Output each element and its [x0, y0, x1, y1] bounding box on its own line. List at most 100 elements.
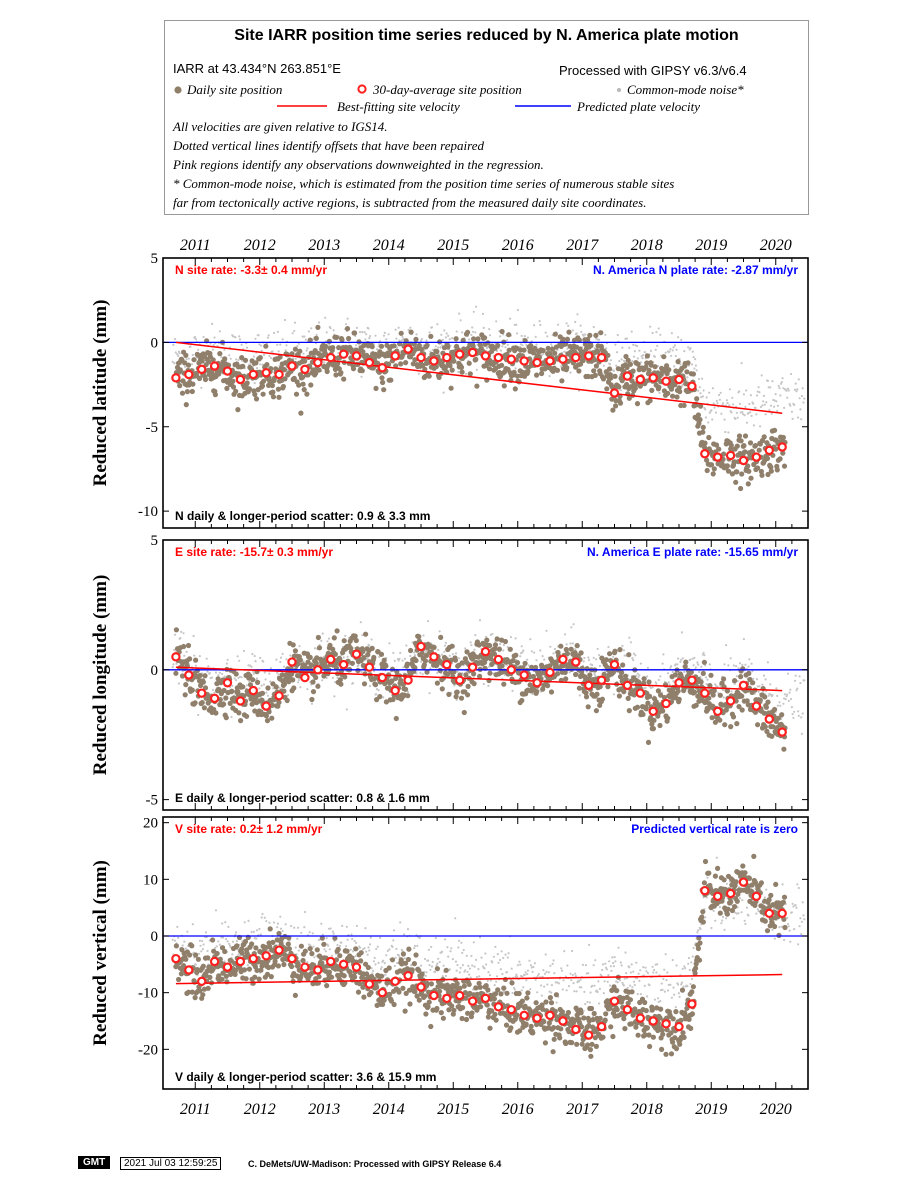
common-mode-point: [571, 329, 574, 332]
daily-position-point: [716, 446, 722, 452]
daily-position-point: [617, 647, 623, 653]
common-mode-point: [469, 641, 472, 644]
daily-position-point: [398, 330, 404, 336]
daily-position-point: [190, 381, 196, 387]
common-mode-point: [531, 692, 534, 696]
daily-position-point: [276, 394, 282, 400]
common-mode-point: [201, 948, 204, 951]
common-mode-point: [755, 413, 758, 416]
daily-position-point: [378, 651, 385, 657]
common-mode-point: [265, 920, 268, 923]
common-mode-point: [761, 683, 764, 686]
avg-position-point: [261, 368, 271, 378]
common-mode-point: [636, 977, 639, 980]
common-mode-point: [229, 357, 232, 360]
common-mode-point: [310, 702, 314, 705]
daily-position-point: [578, 650, 584, 656]
common-mode-point: [245, 684, 249, 687]
daily-position-point: [438, 634, 444, 641]
common-mode-point: [750, 414, 753, 417]
daily-position-point: [733, 479, 739, 485]
daily-position-point: [182, 360, 188, 366]
common-mode-point: [643, 351, 646, 354]
common-mode-point: [799, 917, 802, 920]
common-mode-point: [473, 965, 476, 968]
daily-position-point: [475, 336, 481, 342]
daily-position-point: [346, 335, 352, 342]
daily-position-point: [585, 373, 591, 380]
common-mode-point: [742, 638, 746, 641]
common-mode-point: [332, 932, 335, 935]
avg-position-point: [622, 371, 633, 381]
common-mode-point: [773, 937, 776, 940]
avg-position-point: [700, 449, 710, 459]
common-mode-point: [802, 914, 805, 917]
common-mode-point: [779, 394, 782, 397]
daily-position-point: [710, 471, 716, 477]
common-mode-point: [197, 348, 200, 351]
common-mode-point: [662, 653, 665, 656]
common-mode-point: [201, 939, 204, 943]
daily-position-point: [499, 663, 505, 669]
common-mode-point: [670, 996, 674, 999]
common-mode-point: [541, 655, 544, 658]
common-mode-point: [458, 939, 461, 942]
common-mode-point: [296, 345, 299, 348]
best-fit-legend-line: [277, 105, 327, 107]
daily-position-point: [777, 456, 783, 462]
common-mode-point: [790, 706, 794, 709]
common-mode-point: [448, 654, 451, 657]
common-mode-point: [540, 994, 544, 997]
common-mode-point: [769, 683, 772, 686]
common-mode-point: [600, 974, 603, 978]
avg-position-point: [751, 701, 762, 711]
daily-position-point: [744, 698, 750, 704]
common-mode-point: [677, 336, 680, 339]
avg-position-point: [648, 373, 658, 383]
common-mode-point: [485, 963, 488, 966]
avg-position-point: [609, 388, 620, 398]
daily-position-point: [453, 336, 459, 342]
common-mode-point: [171, 360, 174, 363]
daily-position-point: [341, 638, 347, 644]
common-mode-point: [613, 956, 616, 959]
avg-position-point: [313, 665, 323, 675]
common-mode-point: [727, 431, 730, 434]
common-mode-point: [715, 856, 718, 859]
common-mode-point: [375, 693, 378, 696]
common-mode-point: [456, 963, 459, 967]
daily-position-point: [324, 368, 330, 375]
common-mode-point: [231, 953, 234, 956]
daily-position-point: [189, 687, 195, 693]
common-mode-point: [346, 938, 349, 941]
common-mode-point: [762, 394, 766, 397]
common-mode-point: [290, 924, 293, 928]
daily-position-point: [593, 363, 600, 369]
daily-position-point: [337, 656, 343, 662]
common-mode-point: [801, 387, 804, 390]
common-mode-point: [723, 928, 726, 931]
common-mode-point: [686, 985, 689, 988]
common-mode-point: [488, 974, 492, 977]
daily-position-point: [269, 382, 275, 389]
common-mode-point: [249, 664, 252, 667]
common-mode-point: [669, 983, 672, 986]
common-mode-point: [233, 677, 236, 680]
common-mode-point: [636, 357, 639, 360]
common-mode-point: [297, 926, 300, 929]
common-mode-point: [648, 984, 651, 987]
common-mode-point: [217, 674, 220, 677]
common-mode-point: [178, 352, 181, 355]
daily-position-point: [626, 395, 632, 401]
common-mode-point: [173, 362, 176, 365]
daily-position-point: [360, 349, 366, 355]
daily-position-point: [185, 642, 192, 649]
common-mode-point: [642, 354, 645, 357]
common-mode-point: [505, 339, 509, 342]
common-mode-point: [778, 701, 781, 704]
common-mode-point: [667, 681, 670, 684]
common-mode-point: [325, 676, 328, 680]
common-mode-point: [771, 380, 774, 383]
common-mode-point: [720, 922, 723, 925]
common-mode-point: [577, 980, 581, 983]
